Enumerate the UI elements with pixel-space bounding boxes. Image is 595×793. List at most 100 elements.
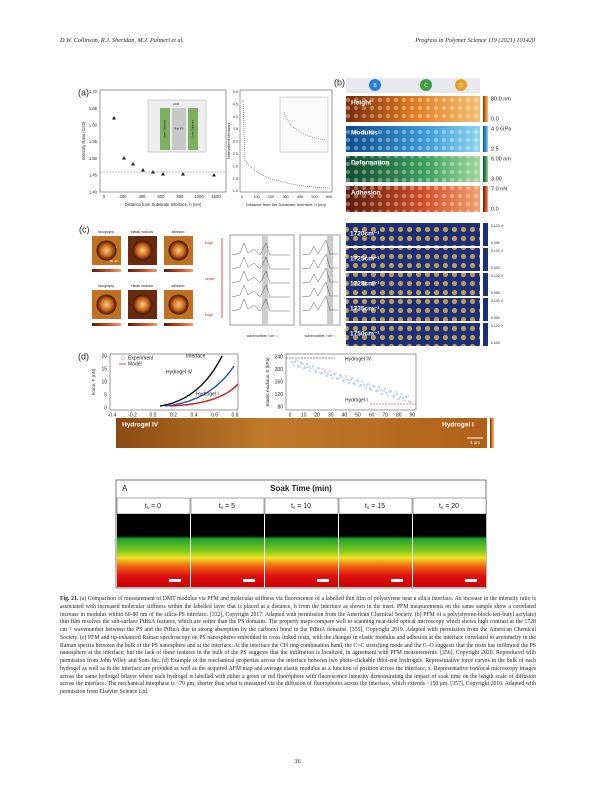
caption-label: Fig. 21. <box>60 596 79 602</box>
property-map-texture <box>346 126 480 152</box>
color-scale <box>164 269 193 272</box>
scale-bar-label: 50 nm <box>110 259 119 263</box>
modulus-point <box>370 388 373 392</box>
position-label: edge <box>205 313 213 317</box>
modulus-point <box>401 396 405 399</box>
x-axis-label: Distance from the Substrate Interface, h… <box>246 202 327 207</box>
y-tick-label: 2.0 <box>233 164 238 168</box>
y-tick-label: 80 <box>277 404 283 410</box>
scale-max: 80.0 nm <box>491 96 511 102</box>
x-tick-label: 100 <box>253 195 259 199</box>
x-tick-label: 0.8 <box>232 412 239 418</box>
map-label: Adhesion <box>351 190 381 197</box>
modulus-point <box>322 368 325 371</box>
x-tick-label: 0.4 <box>191 412 198 418</box>
data-point <box>141 168 145 172</box>
x-tick-label: 80 <box>396 412 402 418</box>
modulus-point <box>392 395 396 398</box>
modulus-point <box>382 390 385 393</box>
afm-sphere <box>96 240 117 261</box>
x-tick-label: 60 <box>369 412 375 418</box>
marker-label: C <box>424 83 428 89</box>
y-tick-label: 1.55 <box>89 139 98 144</box>
band-highlight <box>262 235 268 325</box>
panel-b: (b) B C D Height 80.0 nm 0.0 Modulus 4.0 GPa 2.5 D… <box>334 77 512 346</box>
y-axis-label: Normalized Modulus <box>226 123 231 159</box>
modulus-point <box>364 387 367 390</box>
data-point <box>122 156 126 160</box>
curve <box>283 111 327 141</box>
spectrum <box>301 253 338 270</box>
x-tick-label: 40 <box>342 412 348 418</box>
y-tick-label: 1.40 <box>89 189 98 194</box>
modulus-point <box>310 366 313 369</box>
modulus-point <box>338 373 342 376</box>
scale-min: 0.000 <box>491 241 500 245</box>
modulus-point <box>323 370 327 373</box>
spectrum <box>231 298 290 312</box>
y-tick-label: 0 <box>104 405 107 411</box>
y-tick-label: 160 <box>275 379 284 385</box>
modulus-point <box>302 367 306 370</box>
modulus-point <box>385 392 388 395</box>
raman-map <box>346 273 480 296</box>
afm-sphere <box>132 240 153 261</box>
scale-bar-label: 4 μm <box>470 440 480 445</box>
color-scale <box>483 223 488 246</box>
scale-min: 0.0 <box>491 116 499 122</box>
color-scale <box>483 323 488 346</box>
x-tick-label: 90 <box>410 412 416 418</box>
x-tick-label: 20 <box>314 412 320 418</box>
column-label: ts = 5 <box>219 503 235 510</box>
raman-label: 1728cm⁻¹ <box>350 281 379 288</box>
map-label: Modulus <box>351 130 378 137</box>
modulus-point <box>358 385 361 388</box>
color-scale <box>92 323 121 326</box>
y-tick-label: 10 <box>101 379 107 385</box>
modulus-point <box>298 365 301 368</box>
modulus-point <box>380 392 384 395</box>
modulus-point <box>334 372 337 375</box>
marker-circle <box>420 79 432 91</box>
x-tick-label: 0 <box>241 195 243 199</box>
scale-bar <box>317 579 329 582</box>
x-tick-label: 200 <box>120 194 128 199</box>
modulus-point <box>367 382 370 385</box>
axes-frame <box>285 353 417 411</box>
afm-sphere <box>96 294 117 315</box>
modulus-point <box>371 384 375 388</box>
modulus-point <box>376 389 379 392</box>
modulus-point <box>403 399 406 402</box>
image-label: topography <box>98 230 114 234</box>
modulus-point <box>325 374 328 378</box>
curve-label: Interface <box>186 353 206 359</box>
color-scale <box>483 273 488 296</box>
marker-circle <box>455 79 467 91</box>
panel-label: (b) <box>334 77 345 87</box>
modulus-point <box>319 372 322 375</box>
modulus-point <box>326 372 330 375</box>
x-tick-label: 400 <box>297 195 303 199</box>
confocal-image <box>117 514 190 587</box>
y-tick-label: 1.70 <box>89 89 98 94</box>
x-tick-label: 1500 <box>211 194 221 199</box>
x-tick-label: 200 <box>268 195 274 199</box>
color-scale <box>483 156 488 182</box>
inset-text: Cover Substrate <box>191 119 195 138</box>
color-scale <box>92 269 121 272</box>
scale-min: 3.00 <box>491 176 502 182</box>
modulus-point <box>301 362 304 365</box>
x-tick-label: -0.2 <box>128 412 137 418</box>
x-tick-label: 500 <box>311 195 317 199</box>
modulus-point <box>341 380 345 383</box>
scale-min: 0.000 <box>491 266 500 270</box>
modulus-point <box>377 385 381 389</box>
modulus-point <box>349 378 352 381</box>
confocal-image <box>339 514 412 587</box>
curve-label: Hydrogel I <box>196 391 219 397</box>
modulus-point <box>307 365 310 368</box>
x-tick-label: 50 <box>355 412 361 418</box>
modulus-point <box>305 362 309 365</box>
data-point <box>112 116 116 120</box>
